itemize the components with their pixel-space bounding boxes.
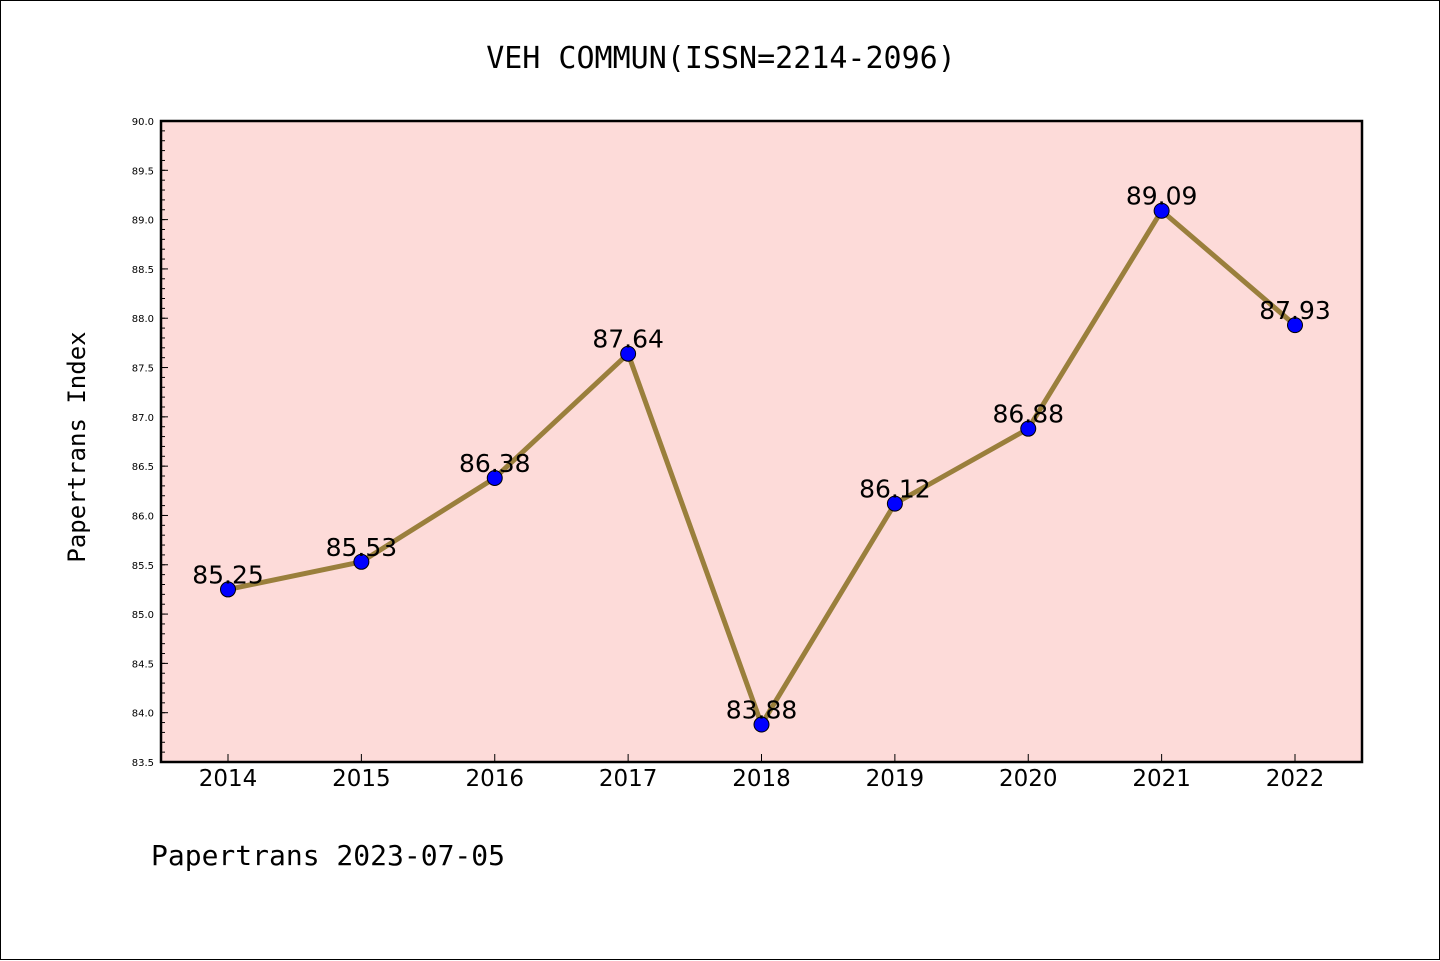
data-point	[220, 581, 236, 598]
data-point	[886, 495, 903, 512]
footer-text: Papertrans 2023-07-05	[151, 839, 505, 872]
y-tick-label: 90.0	[132, 117, 154, 128]
y-tick-label: 89.0	[132, 216, 154, 227]
plot-border	[159, 119, 1364, 764]
y-tick-label: 84.0	[132, 709, 154, 720]
data-point	[1020, 420, 1037, 437]
x-tick-label: 2014	[199, 766, 258, 792]
y-tick-label: 86.5	[132, 462, 154, 473]
x-tick-label: 2018	[732, 766, 791, 792]
data-point	[486, 469, 503, 486]
y-tick-label: 85.0	[132, 610, 154, 621]
plot-area	[161, 121, 1362, 762]
x-tick-label: 2020	[999, 766, 1058, 792]
y-tick-label: 86.0	[132, 511, 154, 522]
data-label: 85.25	[192, 560, 264, 589]
x-tick-label: 2017	[599, 766, 658, 792]
y-tick-label: 88.5	[132, 265, 154, 276]
y-axis-label: Papertrans Index	[63, 331, 91, 562]
chart-title: VEH COMMUN(ISSN=2214-2096)	[486, 41, 956, 76]
y-tick-label: 89.5	[132, 166, 154, 177]
data-label: 86.12	[859, 475, 931, 504]
y-tick-label: 84.5	[132, 659, 154, 670]
x-tick-label: 2021	[1132, 766, 1191, 792]
data-label: 85.53	[326, 533, 398, 562]
data-label: 83.88	[726, 696, 798, 725]
x-tick-label: 2019	[866, 766, 925, 792]
y-tick-label: 87.0	[132, 413, 154, 424]
y-tick-label: 88.0	[132, 314, 154, 325]
data-labels: 85.25 85.53 86.38 87.64 83.88 86.12 86.88 89.09…	[192, 182, 1331, 725]
y-tick-label: 85.5	[132, 561, 154, 572]
data-label: 87.93	[1259, 296, 1331, 325]
data-label: 86.38	[459, 449, 531, 478]
data-points	[220, 202, 1303, 733]
data-point	[1287, 317, 1303, 334]
data-label: 86.88	[992, 400, 1064, 429]
data-label: 87.64	[592, 325, 664, 354]
x-tick-label: 2022	[1266, 766, 1325, 792]
data-point	[1153, 202, 1170, 219]
data-point	[620, 345, 637, 362]
data-label: 89.09	[1126, 182, 1198, 211]
x-tick-label: 2016	[465, 766, 524, 792]
data-point	[353, 553, 370, 570]
y-tick-label: 83.5	[132, 758, 154, 769]
y-axis-ticks: 83.5 84.0 84.5 85.0 85.5 86.0 86.5 87.0 87.5 88.0…	[132, 117, 168, 769]
y-tick-label: 87.5	[132, 364, 154, 375]
data-point	[753, 716, 770, 733]
x-axis-ticks: 2014 2015 2016 2017 2018 2019 2020 2021 2022	[199, 754, 1325, 792]
x-tick-label: 2015	[332, 766, 391, 792]
